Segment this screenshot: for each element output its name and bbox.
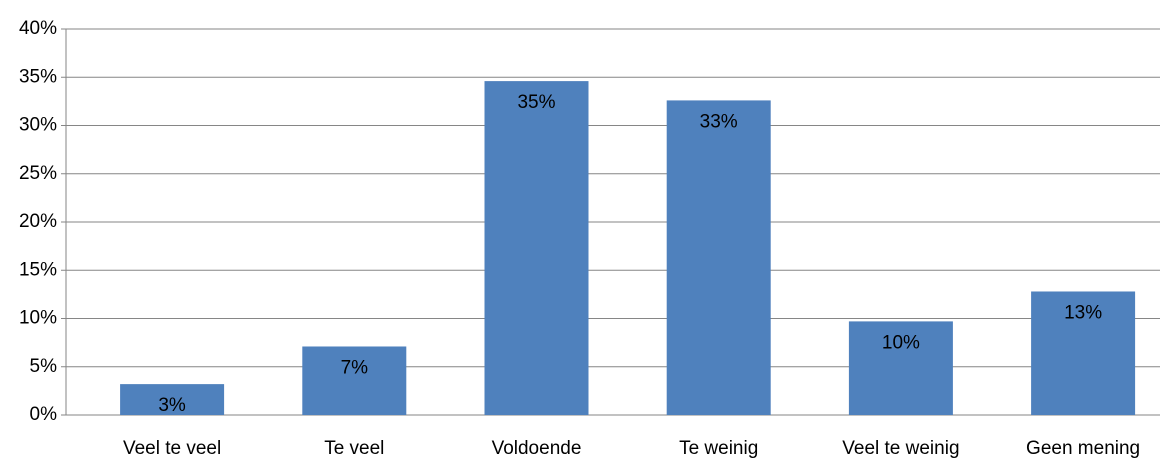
y-tick-label: 15% bbox=[19, 259, 57, 280]
y-tick-label: 25% bbox=[19, 163, 57, 184]
data-label: 3% bbox=[158, 395, 186, 416]
x-tick-label: Voldoende bbox=[492, 438, 582, 459]
x-tick-label: Veel te weinig bbox=[842, 438, 959, 459]
x-tick-label: Veel te veel bbox=[123, 438, 221, 459]
bar bbox=[120, 384, 225, 415]
data-label: 7% bbox=[341, 358, 369, 379]
y-tick-label: 10% bbox=[19, 308, 57, 329]
bar bbox=[848, 321, 953, 415]
y-tick-label: 30% bbox=[19, 115, 57, 136]
x-tick-label: Te veel bbox=[324, 438, 384, 459]
y-tick-label: 35% bbox=[19, 66, 57, 87]
y-tick-label: 5% bbox=[30, 356, 58, 377]
x-tick-label: Te weinig bbox=[679, 438, 758, 459]
data-label: 33% bbox=[700, 111, 738, 132]
bar bbox=[484, 81, 589, 416]
data-label: 10% bbox=[882, 332, 920, 353]
x-tick-label: Geen mening bbox=[1026, 438, 1140, 459]
y-tick-label: 20% bbox=[19, 211, 57, 232]
y-tick-label: 40% bbox=[19, 18, 57, 39]
y-tick-label: 0% bbox=[30, 404, 58, 425]
bar bbox=[302, 346, 407, 415]
data-label: 35% bbox=[517, 92, 555, 113]
bar bbox=[666, 100, 771, 415]
bar bbox=[1031, 291, 1136, 415]
data-label: 13% bbox=[1064, 302, 1102, 323]
